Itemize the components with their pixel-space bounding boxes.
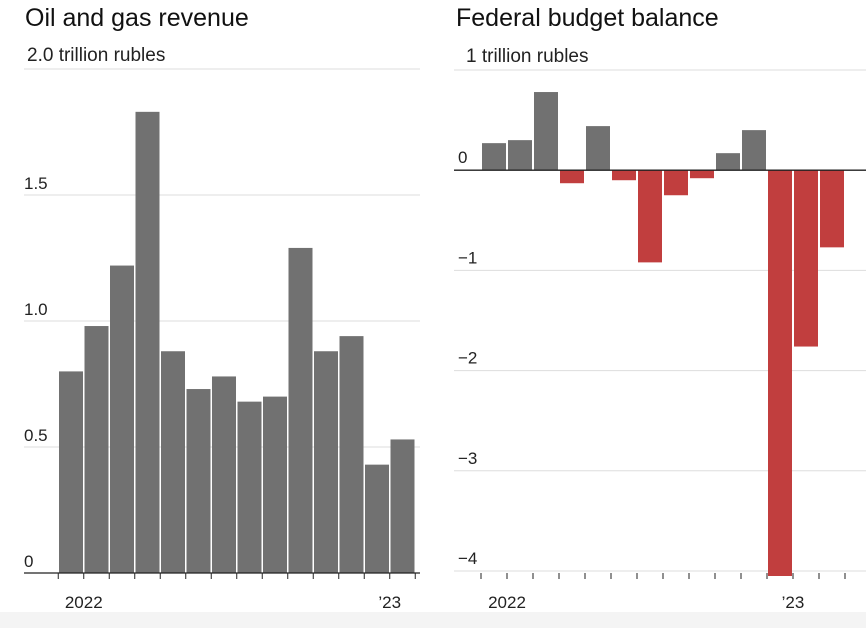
- federal-budget-balance-chart: Federal budget balance 0 −1 −2 −3 −4 1 trilli…: [440, 0, 866, 628]
- y-tick-label: −1: [458, 248, 477, 267]
- bar: [534, 92, 558, 171]
- bar: [690, 170, 714, 179]
- bar: [212, 376, 236, 573]
- bar: [508, 140, 532, 171]
- bar: [59, 371, 83, 573]
- bar: [794, 170, 818, 347]
- bar: [288, 247, 313, 574]
- x-axis-label: 2022: [65, 593, 103, 612]
- y-tick-label: 1.0: [24, 300, 48, 319]
- y-tick-label: 0.5: [24, 426, 48, 445]
- y-tick-label: −4: [458, 549, 477, 568]
- bar: [390, 439, 415, 573]
- chart-title: Oil and gas revenue: [25, 4, 249, 32]
- bar: [339, 336, 364, 573]
- bar: [237, 401, 262, 573]
- bar: [110, 265, 134, 573]
- oil-gas-revenue-chart: Oil and gas revenue 0 0.5 1.0 1.5 2.0 trilli…: [0, 0, 430, 628]
- bar: [716, 153, 740, 171]
- y-tick-label: 1.5: [24, 174, 48, 193]
- bar: [612, 170, 636, 181]
- x-axis-label: ’23: [782, 593, 805, 612]
- chart-title: Federal budget balance: [456, 4, 719, 32]
- bar: [768, 170, 792, 577]
- footer-strip: [0, 612, 866, 628]
- x-axis-label: ’23: [378, 593, 401, 612]
- oil-gas-revenue-plot: 0 0.5 1.0 1.5 2.0 trillion rubles 2022 ’23: [24, 45, 420, 612]
- bar: [135, 111, 160, 573]
- bar: [161, 351, 185, 573]
- bar: [638, 170, 662, 263]
- bar: [560, 170, 584, 184]
- bar: [742, 130, 766, 171]
- bar: [84, 326, 109, 573]
- y-tick-label: 0: [458, 148, 467, 167]
- bar: [186, 389, 211, 573]
- bar: [586, 126, 610, 171]
- y-tick-label: −2: [458, 349, 477, 368]
- federal-budget-balance-plot: 0 −1 −2 −3 −4 1 trillion rubles 2022 ’23: [454, 46, 866, 612]
- bar: [664, 170, 688, 196]
- y-tick-label: 0: [24, 552, 33, 571]
- bar: [482, 143, 506, 171]
- unit-label: 1 trillion rubles: [466, 46, 589, 67]
- bar: [314, 351, 338, 573]
- bar: [263, 396, 287, 573]
- unit-label: 2.0 trillion rubles: [27, 45, 165, 66]
- x-axis-label: 2022: [488, 593, 526, 612]
- y-tick-label: −3: [458, 449, 477, 468]
- bar: [820, 170, 844, 248]
- bar: [365, 464, 389, 573]
